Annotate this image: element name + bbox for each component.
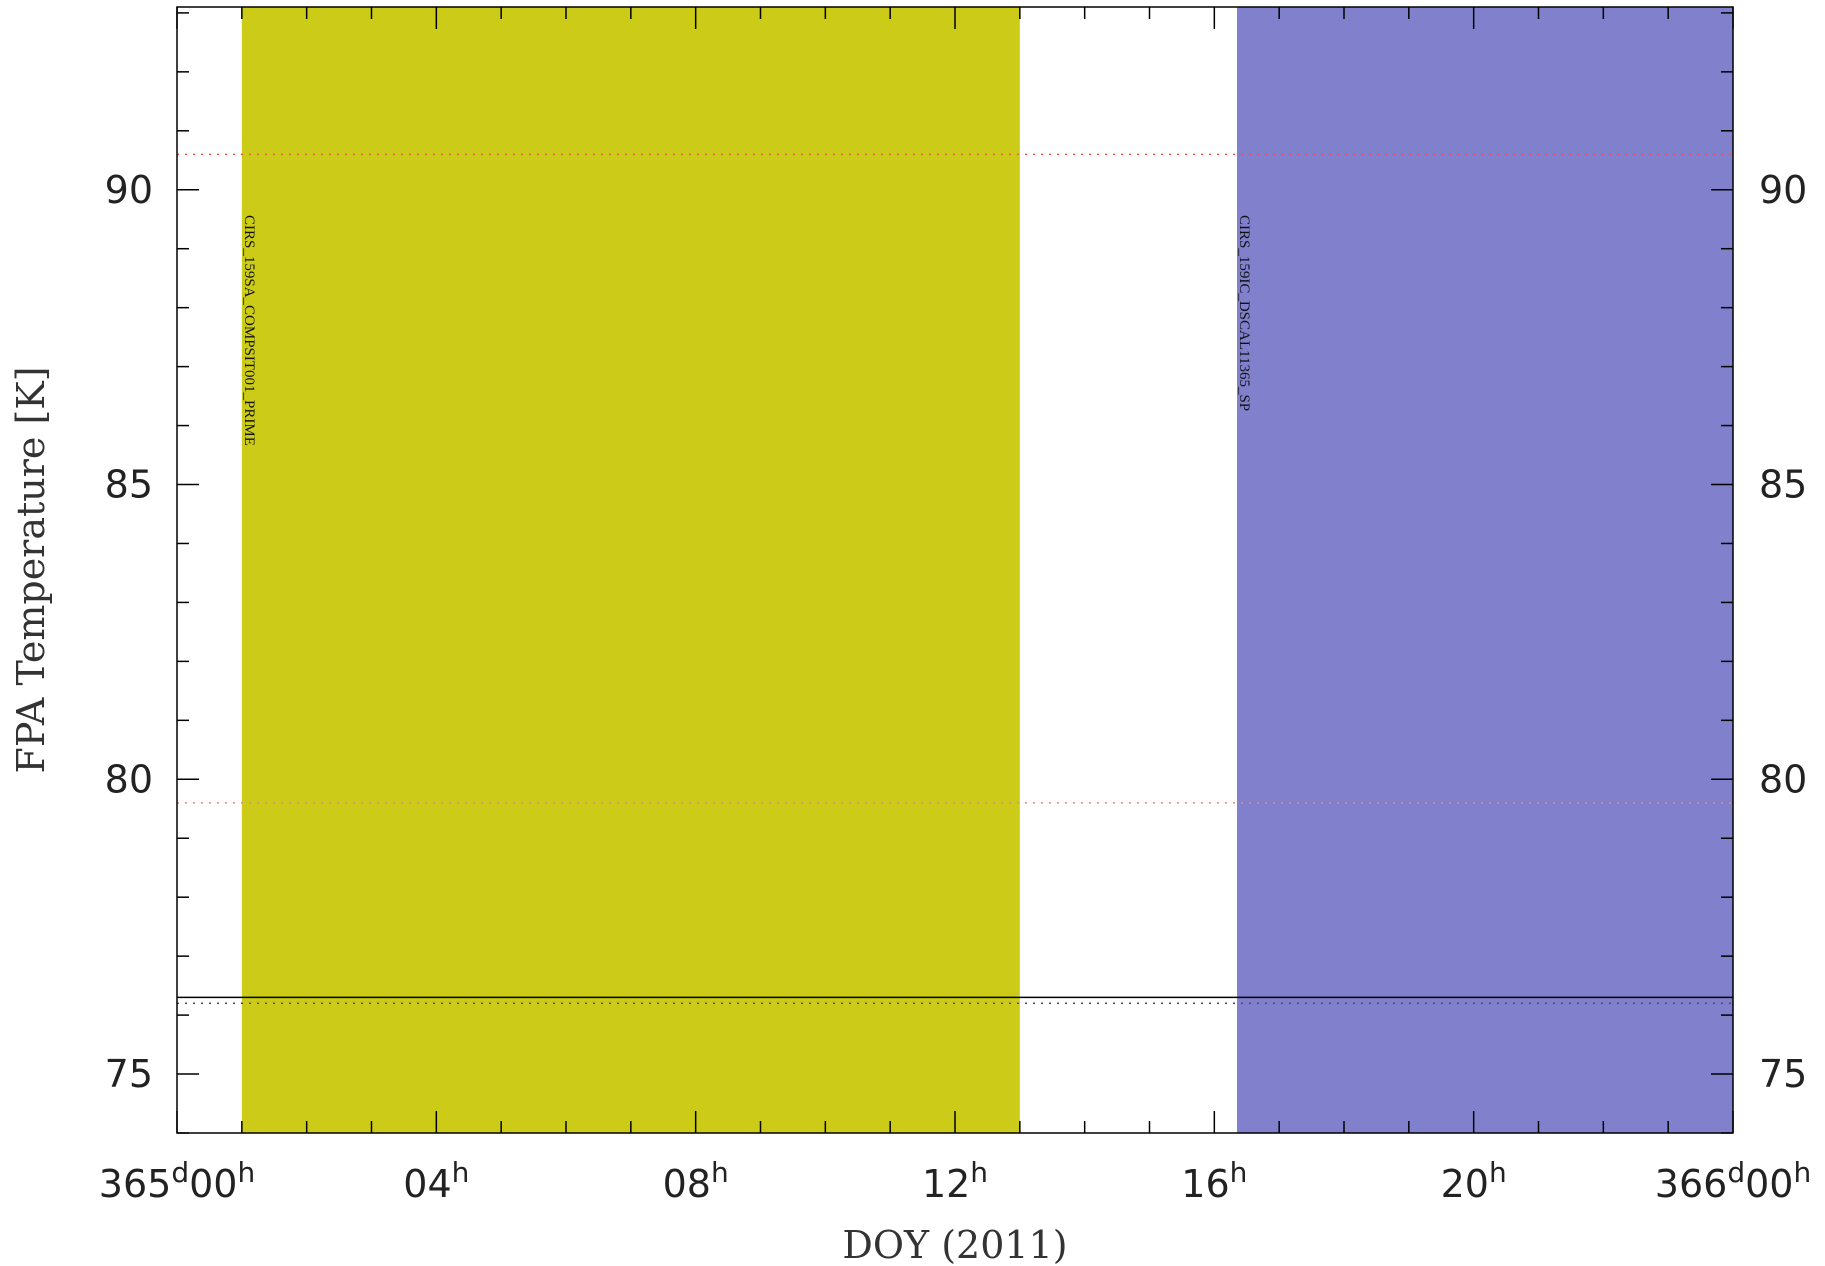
reference-lines-layer	[177, 153, 1733, 1005]
activity-band	[241, 7, 1020, 1133]
x-tick-labels: 365d00h 04h 08h 12h 16h 20h 366d00h	[99, 1156, 1811, 1206]
x-tick-label: 20h	[1441, 1156, 1507, 1206]
band-label: CIRS_159SA_COMPSIT001_PRIME	[241, 215, 257, 446]
band-labels-layer: CIRS_159SA_COMPSIT001_PRIME CIRS_159IC_DS…	[241, 215, 1252, 446]
y-tick-label-right: 90	[1759, 168, 1807, 212]
x-tick-label: 366d00h	[1655, 1156, 1811, 1206]
y-axis-title: FPA Temperature [K]	[9, 366, 53, 773]
activity-band	[1237, 7, 1733, 1133]
y-tick-label-left: 85	[105, 463, 153, 507]
y-tick-label-right: 85	[1759, 463, 1807, 507]
bands-layer	[241, 7, 1733, 1133]
x-tick-label: 12h	[922, 1156, 988, 1206]
ticks-layer	[176, 7, 1734, 1134]
y-tick-labels: 75 75 80 80 85 85 90 90	[105, 168, 1808, 1096]
y-tick-label-left: 80	[105, 757, 153, 801]
x-tick-label: 365d00h	[99, 1156, 255, 1206]
y-tick-label-right: 80	[1759, 757, 1807, 801]
x-axis-title: DOY (2011)	[842, 1223, 1067, 1266]
x-tick-label: 16h	[1181, 1156, 1247, 1206]
band-label: CIRS_159IC_DSCAL11365_SP	[1236, 215, 1252, 411]
y-tick-label-right: 75	[1759, 1052, 1807, 1096]
x-tick-label: 04h	[403, 1156, 469, 1206]
y-tick-label-left: 90	[105, 168, 153, 212]
x-tick-label: 08h	[663, 1156, 729, 1206]
y-tick-label-left: 75	[105, 1052, 153, 1096]
